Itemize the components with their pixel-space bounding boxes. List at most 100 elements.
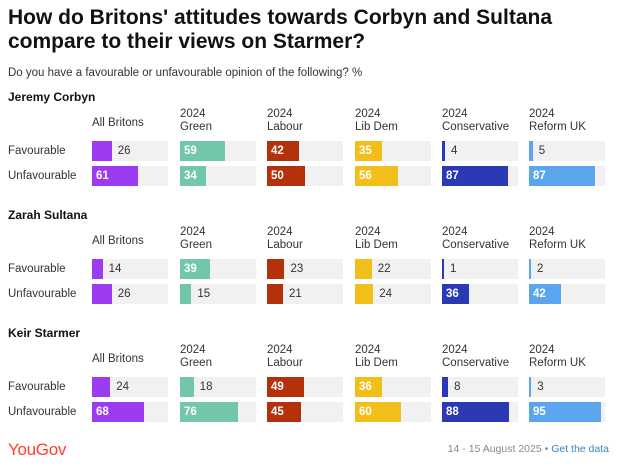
row-label: Favourable bbox=[8, 145, 66, 157]
value-label: 21 bbox=[288, 288, 302, 300]
bar-track: 95 bbox=[529, 402, 605, 422]
value-label: 61 bbox=[96, 170, 109, 182]
bar bbox=[267, 259, 285, 279]
column-header-group: Lib Dem bbox=[355, 357, 398, 369]
bar bbox=[355, 141, 382, 161]
column-header: 2024 Lib Dem bbox=[355, 226, 398, 252]
column-header-year: 2024 bbox=[180, 226, 206, 238]
value-label: 39 bbox=[184, 263, 197, 275]
column-header-year: 2024 bbox=[442, 108, 468, 120]
value-label: 88 bbox=[446, 406, 459, 418]
value-label: 42 bbox=[271, 145, 284, 157]
value-label: 26 bbox=[117, 288, 131, 300]
column-header-group: Labour bbox=[267, 121, 303, 133]
footer-source: 14 - 15 August 2025 • Get the data bbox=[448, 443, 609, 455]
column-header: 2024 Conservative bbox=[442, 108, 509, 134]
bar bbox=[180, 284, 192, 304]
bar bbox=[529, 402, 602, 422]
value-label: 5 bbox=[538, 145, 546, 157]
yougov-logo: YouGov bbox=[8, 440, 67, 459]
column-header: 2024 Reform UK bbox=[529, 226, 586, 252]
column-header: 2024 Reform UK bbox=[529, 108, 586, 134]
value-label: 42 bbox=[533, 288, 546, 300]
bar bbox=[180, 141, 225, 161]
column-header-group: Reform UK bbox=[529, 357, 586, 369]
bar bbox=[442, 377, 449, 397]
column-header: 2024 Conservative bbox=[442, 226, 509, 252]
bar bbox=[267, 377, 305, 397]
column-header-year: 2024 bbox=[529, 226, 555, 238]
bar-track: 34 bbox=[180, 166, 256, 186]
bar-track: 24 bbox=[92, 377, 168, 397]
bar bbox=[267, 166, 305, 186]
bar bbox=[355, 166, 398, 186]
bar-track: 15 bbox=[180, 284, 256, 304]
column-header-group: Reform UK bbox=[529, 121, 586, 133]
column-header-group: Labour bbox=[267, 239, 303, 251]
bar bbox=[529, 259, 531, 279]
bar-track: 50 bbox=[267, 166, 343, 186]
value-label: 59 bbox=[184, 145, 197, 157]
bar-track: 61 bbox=[92, 166, 168, 186]
bar bbox=[442, 284, 470, 304]
column-header-group: Labour bbox=[267, 357, 303, 369]
bar bbox=[92, 141, 112, 161]
value-label: 95 bbox=[533, 406, 546, 418]
bar-track: 5 bbox=[529, 141, 605, 161]
bar bbox=[529, 166, 596, 186]
bar-track: 56 bbox=[355, 166, 431, 186]
column-header-year: 2024 bbox=[267, 344, 293, 356]
row-label: Favourable bbox=[8, 381, 66, 393]
column-header: All Britons bbox=[92, 353, 144, 366]
bar-track: 26 bbox=[92, 141, 168, 161]
bar-track: 24 bbox=[355, 284, 431, 304]
row-label: Unfavourable bbox=[8, 406, 77, 418]
column-header-group: Conservative bbox=[442, 239, 510, 251]
value-label: 4 bbox=[451, 145, 458, 157]
panel-title: Jeremy Corbyn bbox=[8, 90, 96, 104]
bar-track: 42 bbox=[267, 141, 343, 161]
get-data-link[interactable]: Get the data bbox=[551, 443, 609, 455]
bar-track: 2 bbox=[529, 259, 605, 279]
bar-track: 36 bbox=[355, 377, 431, 397]
bar bbox=[267, 284, 283, 304]
panel-title: Zarah Sultana bbox=[8, 208, 88, 222]
bar-track: 87 bbox=[442, 166, 518, 186]
bar bbox=[92, 402, 144, 422]
column-header: 2024 Green bbox=[180, 226, 212, 252]
value-label: 68 bbox=[96, 406, 109, 418]
value-label: 3 bbox=[537, 381, 544, 393]
value-label: 87 bbox=[446, 170, 459, 182]
column-header-year: 2024 bbox=[267, 226, 293, 238]
bar bbox=[529, 284, 561, 304]
value-label: 87 bbox=[533, 170, 546, 182]
column-header: 2024 Green bbox=[180, 108, 212, 134]
value-label: 45 bbox=[271, 406, 284, 418]
value-label: 2 bbox=[537, 263, 544, 275]
bar bbox=[355, 377, 383, 397]
column-header-group: Reform UK bbox=[529, 239, 586, 251]
bar-track: 42 bbox=[529, 284, 605, 304]
bar-track: 23 bbox=[267, 259, 343, 279]
column-header-group: Green bbox=[180, 357, 212, 369]
bar bbox=[92, 259, 103, 279]
bar-track: 21 bbox=[267, 284, 343, 304]
column-header: 2024 Labour bbox=[267, 108, 303, 134]
bar bbox=[267, 141, 299, 161]
value-label: 1 bbox=[450, 263, 457, 275]
column-header-group: Lib Dem bbox=[355, 239, 398, 251]
column-header: 2024 Lib Dem bbox=[355, 344, 398, 370]
bar-track: 76 bbox=[180, 402, 256, 422]
bar bbox=[180, 259, 210, 279]
value-label: 22 bbox=[377, 263, 391, 275]
bar bbox=[355, 259, 372, 279]
column-header: 2024 Lib Dem bbox=[355, 108, 398, 134]
bar-track: 35 bbox=[355, 141, 431, 161]
bar bbox=[180, 377, 194, 397]
column-header-year: 2024 bbox=[180, 108, 206, 120]
value-label: 49 bbox=[271, 381, 284, 393]
column-header-group: Green bbox=[180, 239, 212, 251]
value-label: 35 bbox=[359, 145, 372, 157]
value-label: 50 bbox=[271, 170, 284, 182]
bar-track: 1 bbox=[442, 259, 518, 279]
